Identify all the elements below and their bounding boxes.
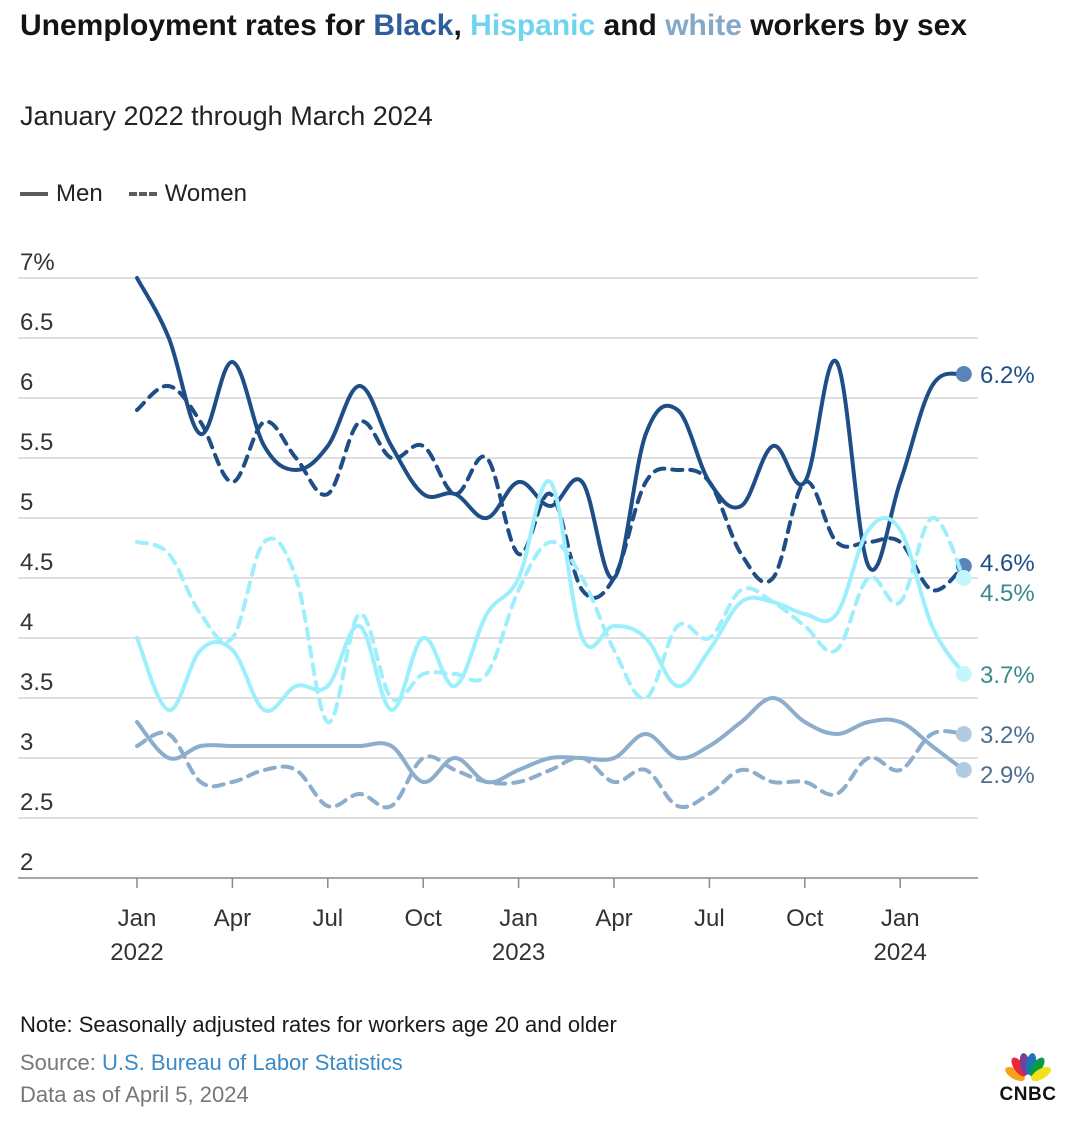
x-tick-label: Jul bbox=[312, 905, 343, 932]
end-label-hispanic-men: 3.7% bbox=[980, 662, 1035, 689]
x-tick-label: Jan bbox=[881, 905, 920, 932]
y-tick-label: 2.5 bbox=[20, 789, 53, 816]
y-tick-label: 4.5 bbox=[20, 549, 53, 576]
y-tick-label: 3 bbox=[20, 729, 33, 756]
y-tick-label: 7% bbox=[20, 249, 55, 276]
y-tick-label: 5.5 bbox=[20, 429, 53, 456]
end-point-black-men bbox=[955, 366, 972, 382]
x-tick-label: Apr bbox=[214, 905, 251, 932]
title-white: white bbox=[665, 9, 742, 42]
series-line-white-women bbox=[135, 729, 966, 810]
x-tick-label: Jan bbox=[499, 905, 538, 932]
end-point-hispanic-women bbox=[955, 570, 972, 586]
series-line-hispanic-women bbox=[135, 516, 966, 725]
y-tick-label: 5 bbox=[20, 489, 33, 516]
solid-line-swatch bbox=[20, 192, 48, 196]
end-point-white-women bbox=[955, 726, 972, 742]
grid-layer bbox=[18, 277, 978, 879]
x-tick-year: 2022 bbox=[110, 939, 163, 966]
end-label-black-women: 4.6% bbox=[980, 550, 1035, 577]
end-point-hispanic-men bbox=[955, 666, 972, 682]
cnbc-peacock-icon bbox=[1005, 1053, 1051, 1081]
data-as-of: Data as of April 5, 2024 bbox=[20, 1082, 249, 1107]
y-axis: 2 2.5 3 3.5 4 4.5 5 5.5 6 6.5 7% bbox=[20, 249, 55, 876]
dashed-line-swatch bbox=[128, 192, 157, 196]
legend-item-women: Women bbox=[128, 178, 247, 210]
legend: Men Women bbox=[20, 178, 273, 210]
x-tick-label: Apr bbox=[595, 905, 632, 932]
series-line-white-men bbox=[135, 696, 966, 785]
chart-source: Source: U.S. Bureau of Labor Statistics bbox=[20, 1048, 403, 1078]
chart-title: Unemployment rates for Black, Hispanic a… bbox=[20, 4, 1060, 48]
title-prefix: Unemployment rates for bbox=[20, 9, 374, 42]
end-label-black-men: 6.2% bbox=[980, 362, 1035, 389]
title-suffix: workers by sex bbox=[741, 9, 968, 42]
x-tick-year: 2024 bbox=[874, 939, 927, 966]
y-tick-label: 6.5 bbox=[20, 309, 53, 336]
x-tick-label: Jan bbox=[118, 905, 157, 932]
chart-note: Note: Seasonally adjusted rates for work… bbox=[20, 1012, 617, 1037]
y-tick-label: 6 bbox=[20, 369, 33, 396]
legend-label-men: Men bbox=[56, 180, 103, 207]
end-label-hispanic-women: 4.5% bbox=[980, 580, 1035, 607]
source-label: Source: bbox=[20, 1050, 102, 1075]
title-comma: , bbox=[453, 9, 471, 42]
x-tick-label: Oct bbox=[405, 905, 443, 932]
series-line-black-men bbox=[135, 276, 966, 581]
end-label-white-men: 2.9% bbox=[980, 762, 1035, 789]
source-link[interactable]: U.S. Bureau of Labor Statistics bbox=[101, 1050, 403, 1075]
y-tick-label: 4 bbox=[20, 609, 33, 636]
series-line-hispanic-men bbox=[135, 479, 966, 713]
cnbc-logo-text: CNBC bbox=[999, 1084, 1057, 1105]
legend-item-men: Men bbox=[20, 178, 103, 210]
y-tick-label: 3.5 bbox=[20, 669, 53, 696]
title-and: and bbox=[595, 9, 666, 42]
title-hispanic: Hispanic bbox=[470, 9, 596, 42]
end-point-white-men bbox=[955, 762, 972, 778]
x-tick-label: Oct bbox=[786, 905, 824, 932]
legend-label-women: Women bbox=[164, 180, 247, 207]
end-labels: 6.2% 4.6% 4.5% 3.7% 3.2% 2.9% bbox=[980, 362, 1035, 789]
x-axis: Jan 2022 Apr Jul Oct Jan 2023 Apr Jul Oct Jan 2024 bbox=[110, 878, 927, 966]
y-tick-label: 2 bbox=[20, 849, 33, 876]
series-layer bbox=[135, 276, 972, 810]
title-black: Black bbox=[373, 9, 454, 42]
chart-subtitle: January 2022 through March 2024 bbox=[20, 101, 433, 131]
x-tick-year: 2023 bbox=[492, 939, 545, 966]
end-label-white-women: 3.2% bbox=[980, 722, 1035, 749]
x-tick-label: Jul bbox=[694, 905, 725, 932]
series-line-black-women bbox=[135, 383, 966, 600]
